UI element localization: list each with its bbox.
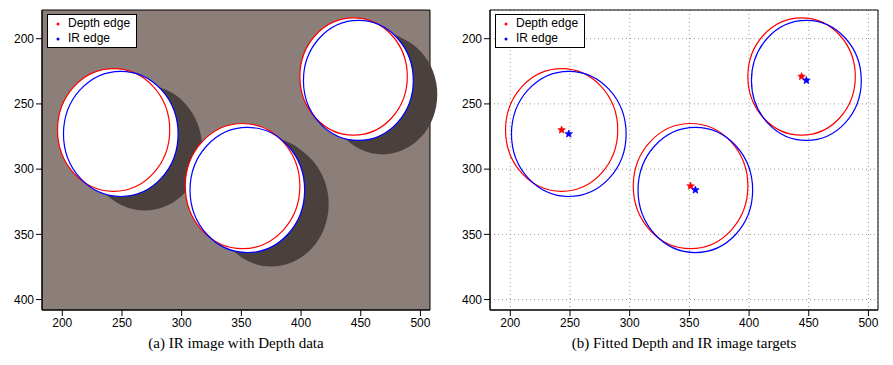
svg-text:350: 350 [679,316,699,330]
svg-text:500: 500 [858,316,878,330]
html-text:Depth edge: Depth edge [516,16,579,30]
html-text:Depth edge: Depth edge [68,16,131,30]
svg-text:350: 350 [462,228,482,242]
svg-text:300: 300 [14,162,34,176]
svg-text:350: 350 [14,228,34,242]
svg-text:500: 500 [410,316,430,330]
svg-text:250: 250 [462,97,482,111]
svg-text:400: 400 [739,316,759,330]
svg-text:200: 200 [14,32,34,46]
svg-text:350: 350 [231,316,251,330]
svg-text:300: 300 [172,316,192,330]
svg-text:200: 200 [462,32,482,46]
svg-text:250: 250 [14,97,34,111]
svg-text:250: 250 [560,316,580,330]
html-text:IR edge: IR edge [516,31,558,45]
html-text:(b) Fitted Depth and IR image: (b) Fitted Depth and IR image targets [571,335,797,351]
html-text:(a) IR image with Depth data: (a) IR image with Depth data [148,335,324,351]
svg-text:450: 450 [799,316,819,330]
svg-text:400: 400 [291,316,311,330]
svg-text:300: 300 [462,162,482,176]
svg-text:400: 400 [462,293,482,307]
svg-text:200: 200 [500,316,520,330]
svg-text:250: 250 [112,316,132,330]
html-text:IR edge: IR edge [68,31,110,45]
svg-text:200: 200 [52,316,72,330]
svg-text:450: 450 [351,316,371,330]
svg-text:400: 400 [14,293,34,307]
svg-text:300: 300 [620,316,640,330]
